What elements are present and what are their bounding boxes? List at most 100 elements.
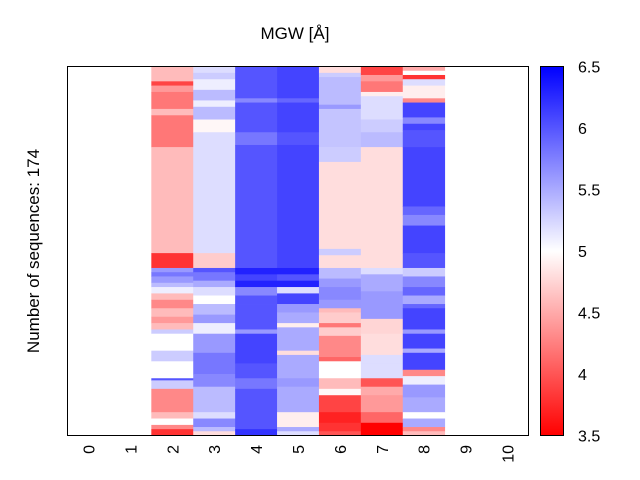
heatmap-cell-col8-seg25	[402, 369, 446, 377]
heatmap-cell-col3-seg22	[193, 418, 236, 428]
heatmap-cell-col8-seg14	[402, 253, 446, 269]
heatmap-cell-col8-seg16	[402, 276, 446, 288]
heatmap-cell-col3-seg0	[193, 66, 236, 74]
heatmap-cell-col3-seg13	[193, 295, 236, 305]
heatmap-cell-col5-seg13	[277, 327, 320, 352]
heatmap-cell-col3-seg8	[193, 253, 236, 269]
heatmap-cell-col2-seg0	[151, 66, 194, 82]
heatmap-cell-col3-seg3	[193, 89, 236, 101]
colorbar-tick-label-4: 4	[578, 367, 587, 384]
heatmap-cell-col7-seg14	[360, 354, 404, 364]
heatmap-cell-col2-seg17	[151, 323, 194, 330]
x-tick-label-8: 8	[417, 445, 434, 454]
heatmap-cell-col7-seg7	[360, 147, 404, 269]
heatmap-cell-col4-seg3	[235, 132, 278, 146]
x-tick-label-9: 9	[459, 445, 476, 454]
heatmap-cell-col2-seg6	[151, 147, 194, 254]
heatmap-cell-col8-seg6	[402, 102, 446, 118]
heatmap-cell-col4-seg16	[235, 429, 278, 436]
heatmap-cell-col7-seg1	[360, 74, 404, 82]
heatmap-cell-col5-seg14	[277, 350, 320, 356]
heatmap-cell-col5-seg10	[277, 304, 320, 313]
heatmap-cell-col4-seg7	[235, 280, 278, 288]
heatmap-cell-col8-seg19	[402, 304, 446, 309]
heatmap-cell-col3-seg7	[193, 132, 236, 254]
heatmap-cell-col8-seg29	[402, 412, 446, 419]
heatmap-cell-col7-seg3	[360, 91, 404, 97]
heatmap-cell-col2-seg9	[151, 272, 194, 277]
heatmap-cells	[151, 66, 446, 436]
heatmap-cell-col2-seg14	[151, 299, 194, 309]
heatmap-cell-col5-seg20	[277, 431, 320, 436]
heatmap-cell-col6-seg4	[318, 108, 362, 148]
plot-frame	[67, 66, 529, 436]
heatmap-cell-col6-seg1	[318, 72, 362, 78]
heatmap-cell-col2-seg3	[151, 91, 194, 110]
heatmap-cell-col6-seg19	[318, 361, 362, 379]
heatmap-cell-col8-seg23	[402, 348, 446, 354]
heatmap-cell-col3-seg24	[193, 431, 236, 436]
colorbar	[540, 66, 564, 436]
heatmap-cell-col8-seg12	[402, 214, 446, 226]
heatmap-cell-col5-seg17	[277, 386, 320, 413]
heatmap-cell-col3-seg20	[193, 386, 236, 413]
heatmap-cell-col8-seg9	[402, 130, 446, 148]
heatmap-cell-col3-seg10	[193, 272, 236, 282]
heatmap-cell-col6-seg16	[318, 327, 362, 337]
heatmap-cell-col7-seg2	[360, 81, 404, 93]
heatmap-cell-col6-seg13	[318, 308, 362, 313]
heatmap-cell-col5-seg4	[277, 144, 320, 269]
heatmap-cell-col2-seg27	[151, 424, 194, 430]
heatmap-cell-col8-seg7	[402, 117, 446, 125]
colorbar-tick-label-6: 6	[578, 121, 587, 138]
heatmap-cell-col5-seg12	[277, 323, 320, 328]
x-tick-label-7: 7	[375, 445, 392, 454]
heatmap-cell-col4-seg1	[235, 98, 278, 103]
heatmap-cell-col5-seg7	[277, 280, 320, 288]
heatmap-cell-col3-seg6	[193, 119, 236, 133]
heatmap-cell-col3-seg12	[193, 287, 236, 296]
heatmap-cell-col2-seg4	[151, 108, 194, 116]
heatmap-cell-col2-seg8	[151, 267, 194, 273]
x-tick-label-4: 4	[249, 445, 266, 454]
heatmap-cell-col8-seg4	[402, 85, 446, 99]
heatmap-cell-col4-seg5	[235, 267, 278, 275]
chart-title: MGW [Å]	[261, 24, 330, 43]
heatmap-cell-col5-seg5	[277, 267, 320, 275]
heatmap-cell-col2-seg24	[151, 388, 194, 413]
heatmap-cell-col2-seg10	[151, 276, 194, 284]
heatmap-cell-col6-seg0	[318, 66, 362, 74]
heatmap-cell-col8-seg20	[402, 308, 446, 330]
heatmap-cell-col8-seg10	[402, 147, 446, 207]
x-tick-label-10: 10	[501, 445, 518, 463]
heatmap-cell-col3-seg16	[193, 323, 236, 335]
heatmap-cell-col2-seg19	[151, 333, 194, 352]
heatmap-cell-col6-seg14	[318, 312, 362, 324]
heatmap-cell-col6-seg21	[318, 388, 362, 396]
heatmap-cell-col7-seg19	[360, 412, 404, 424]
heatmap-cell-col6-seg9	[318, 267, 362, 279]
heatmap-cell-col4-seg10	[235, 304, 278, 330]
heatmap-cell-col6-seg12	[318, 299, 362, 309]
colorbar-tick-label-4.5: 4.5	[578, 306, 600, 323]
heatmap-cell-col7-seg13	[360, 333, 404, 356]
heatmap-cell-col4-seg4	[235, 144, 278, 269]
heatmap-cell-col6-seg25	[318, 431, 362, 436]
heatmap-cell-col6-seg23	[318, 412, 362, 424]
heatmap-cell-col2-seg12	[151, 287, 194, 294]
heatmap-cell-col6-seg17	[318, 335, 362, 358]
heatmap-cell-col2-seg25	[151, 412, 194, 419]
heatmap-cell-col2-seg20	[151, 350, 194, 362]
x-tick-label-5: 5	[291, 445, 308, 454]
heatmap-cell-col3-seg11	[193, 280, 236, 288]
heatmap-cell-col7-seg10	[360, 291, 404, 305]
x-tick-label-1: 1	[123, 445, 140, 454]
heatmap-cell-col6-seg24	[318, 422, 362, 432]
heatmap-cell-col2-seg1	[151, 81, 194, 86]
heatmap-cell-col2-seg26	[151, 418, 194, 426]
heatmap-cell-col7-seg0	[360, 66, 404, 76]
heatmap-cell-col4-seg8	[235, 287, 278, 296]
heatmap-cell-col2-seg7	[151, 253, 194, 269]
heatmap-cell-col7-seg12	[360, 318, 404, 335]
